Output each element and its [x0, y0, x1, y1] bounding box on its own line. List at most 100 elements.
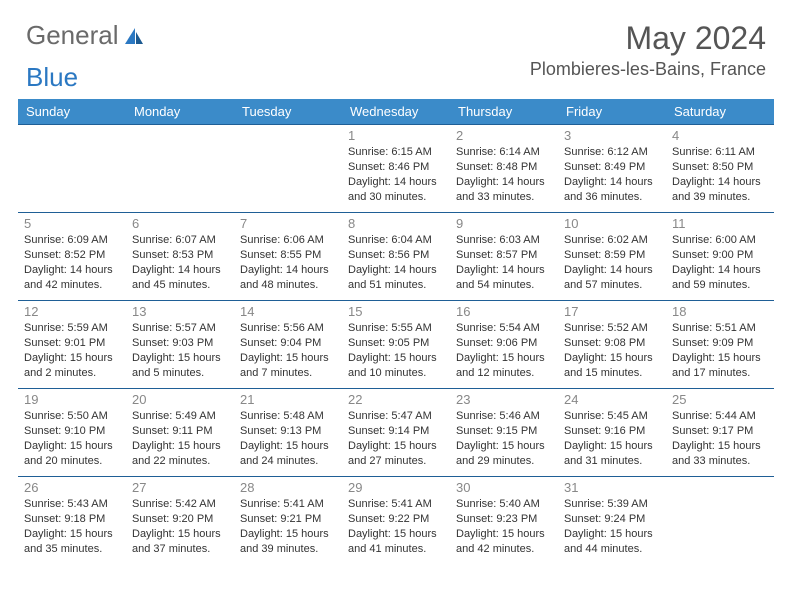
sunrise-text: Sunrise: 5:51 AM — [672, 321, 768, 336]
daylight-text: Daylight: 15 hours and 41 minutes. — [348, 527, 444, 557]
day-number: 19 — [24, 392, 120, 407]
day-number: 31 — [564, 480, 660, 495]
sunset-text: Sunset: 8:49 PM — [564, 160, 660, 175]
daylight-text: Daylight: 15 hours and 35 minutes. — [24, 527, 120, 557]
sunset-text: Sunset: 8:59 PM — [564, 248, 660, 263]
day-number: 1 — [348, 128, 444, 143]
sunset-text: Sunset: 9:08 PM — [564, 336, 660, 351]
location: Plombieres-les-Bains, France — [530, 59, 766, 80]
daylight-text: Daylight: 15 hours and 24 minutes. — [240, 439, 336, 469]
calendar-cell: 9Sunrise: 6:03 AMSunset: 8:57 PMDaylight… — [450, 213, 558, 301]
calendar-cell: 4Sunrise: 6:11 AMSunset: 8:50 PMDaylight… — [666, 125, 774, 213]
day-info: Sunrise: 6:02 AMSunset: 8:59 PMDaylight:… — [564, 233, 660, 292]
sunrise-text: Sunrise: 5:55 AM — [348, 321, 444, 336]
day-info: Sunrise: 5:40 AMSunset: 9:23 PMDaylight:… — [456, 497, 552, 556]
sunset-text: Sunset: 9:01 PM — [24, 336, 120, 351]
weekday-header: Tuesday — [234, 99, 342, 125]
calendar-cell: 17 Sunrise: 5:52 AMSunset: 9:08 PMDayligh… — [558, 301, 666, 389]
weekday-header: Saturday — [666, 99, 774, 125]
sunrise-text: Sunrise: 6:03 AM — [456, 233, 552, 248]
sunrise-text: Sunrise: 5:44 AM — [672, 409, 768, 424]
sunrise-text: Sunrise: 5:39 AM — [564, 497, 660, 512]
daylight-text: Daylight: 14 hours and 33 minutes. — [456, 175, 552, 205]
day-number: 10 — [564, 216, 660, 231]
calendar-cell: 21Sunrise: 5:48 AMSunset: 9:13 PMDayligh… — [234, 389, 342, 477]
sunrise-text: Sunrise: 6:07 AM — [132, 233, 228, 248]
sunset-text: Sunset: 9:14 PM — [348, 424, 444, 439]
day-info: Sunrise: 5:42 AMSunset: 9:20 PMDaylight:… — [132, 497, 228, 556]
daylight-text: Daylight: 14 hours and 36 minutes. — [564, 175, 660, 205]
calendar-cell: 13Sunrise: 5:57 AMSunset: 9:03 PMDayligh… — [126, 301, 234, 389]
day-number: 17 — [564, 304, 660, 319]
calendar-cell: 15Sunrise: 5:55 AMSunset: 9:05 PMDayligh… — [342, 301, 450, 389]
logo-text-1: General — [26, 20, 119, 51]
daylight-text: Daylight: 15 hours and 44 minutes. — [564, 527, 660, 557]
weekday-header: Monday — [126, 99, 234, 125]
daylight-text: Daylight: 15 hours and 22 minutes. — [132, 439, 228, 469]
day-info: Sunrise: 6:09 AMSunset: 8:52 PMDaylight:… — [24, 233, 120, 292]
daylight-text: Daylight: 15 hours and 27 minutes. — [348, 439, 444, 469]
daylight-text: Daylight: 15 hours and 17 minutes. — [672, 351, 768, 381]
day-number: 7 — [240, 216, 336, 231]
sunset-text: Sunset: 8:50 PM — [672, 160, 768, 175]
logo-sail-icon — [123, 26, 145, 46]
day-number: 9 — [456, 216, 552, 231]
day-info: Sunrise: 6:14 AMSunset: 8:48 PMDaylight:… — [456, 145, 552, 204]
calendar-cell: 29Sunrise: 5:41 AMSunset: 9:22 PMDayligh… — [342, 477, 450, 565]
sunrise-text: Sunrise: 5:40 AM — [456, 497, 552, 512]
day-info: Sunrise: 6:15 AMSunset: 8:46 PMDaylight:… — [348, 145, 444, 204]
daylight-text: Daylight: 15 hours and 33 minutes. — [672, 439, 768, 469]
day-number: 22 — [348, 392, 444, 407]
weekday-header: Thursday — [450, 99, 558, 125]
day-info: Sunrise: 5:52 AMSunset: 9:08 PMDaylight:… — [564, 321, 660, 380]
weekday-header: Friday — [558, 99, 666, 125]
day-number: 23 — [456, 392, 552, 407]
sunset-text: Sunset: 8:56 PM — [348, 248, 444, 263]
sunset-text: Sunset: 9:20 PM — [132, 512, 228, 527]
sunset-text: Sunset: 9:04 PM — [240, 336, 336, 351]
sunrise-text: Sunrise: 6:12 AM — [564, 145, 660, 160]
sunset-text: Sunset: 8:53 PM — [132, 248, 228, 263]
daylight-text: Daylight: 15 hours and 39 minutes. — [240, 527, 336, 557]
calendar-cell: 31 Sunrise: 5:39 AMSunset: 9:24 PMDayligh… — [558, 477, 666, 565]
sunrise-text: Sunrise: 5:50 AM — [24, 409, 120, 424]
day-info: Sunrise: 5:49 AMSunset: 9:11 PMDaylight:… — [132, 409, 228, 468]
sunrise-text: Sunrise: 5:49 AM — [132, 409, 228, 424]
logo: General — [26, 20, 147, 51]
calendar-cell: 10 Sunrise: 6:02 AMSunset: 8:59 PMDayligh… — [558, 213, 666, 301]
day-info: Sunrise: 5:43 AMSunset: 9:18 PMDaylight:… — [24, 497, 120, 556]
sunrise-text: Sunrise: 5:45 AM — [564, 409, 660, 424]
day-number: 4 — [672, 128, 768, 143]
day-info: Sunrise: 5:51 AMSunset: 9:09 PMDaylight:… — [672, 321, 768, 380]
day-info: Sunrise: 5:45 AMSunset: 9:16 PMDaylight:… — [564, 409, 660, 468]
calendar-cell: 6Sunrise: 6:07 AMSunset: 8:53 PMDaylight… — [126, 213, 234, 301]
weekday-header: Sunday — [18, 99, 126, 125]
sunset-text: Sunset: 9:10 PM — [24, 424, 120, 439]
daylight-text: Daylight: 15 hours and 12 minutes. — [456, 351, 552, 381]
sunset-text: Sunset: 8:52 PM — [24, 248, 120, 263]
daylight-text: Daylight: 15 hours and 42 minutes. — [456, 527, 552, 557]
sunrise-text: Sunrise: 5:46 AM — [456, 409, 552, 424]
sunset-text: Sunset: 9:24 PM — [564, 512, 660, 527]
day-info: Sunrise: 6:12 AMSunset: 8:49 PMDaylight:… — [564, 145, 660, 204]
calendar-table: Sunday Monday Tuesday Wednesday Thursday… — [18, 99, 774, 565]
sunset-text: Sunset: 9:00 PM — [672, 248, 768, 263]
day-info: Sunrise: 5:41 AMSunset: 9:22 PMDaylight:… — [348, 497, 444, 556]
calendar-cell: 12Sunrise: 5:59 AMSunset: 9:01 PMDayligh… — [18, 301, 126, 389]
daylight-text: Daylight: 14 hours and 54 minutes. — [456, 263, 552, 293]
day-number: 15 — [348, 304, 444, 319]
calendar-cell: 7Sunrise: 6:06 AMSunset: 8:55 PMDaylight… — [234, 213, 342, 301]
daylight-text: Daylight: 14 hours and 51 minutes. — [348, 263, 444, 293]
sunrise-text: Sunrise: 5:54 AM — [456, 321, 552, 336]
calendar-cell: 26Sunrise: 5:43 AMSunset: 9:18 PMDayligh… — [18, 477, 126, 565]
sunset-text: Sunset: 9:16 PM — [564, 424, 660, 439]
day-number: 24 — [564, 392, 660, 407]
day-info: Sunrise: 5:47 AMSunset: 9:14 PMDaylight:… — [348, 409, 444, 468]
sunrise-text: Sunrise: 6:14 AM — [456, 145, 552, 160]
daylight-text: Daylight: 14 hours and 59 minutes. — [672, 263, 768, 293]
calendar-cell: 2Sunrise: 6:14 AMSunset: 8:48 PMDaylight… — [450, 125, 558, 213]
sunrise-text: Sunrise: 5:52 AM — [564, 321, 660, 336]
daylight-text: Daylight: 15 hours and 15 minutes. — [564, 351, 660, 381]
calendar-cell: 3Sunrise: 6:12 AMSunset: 8:49 PMDaylight… — [558, 125, 666, 213]
daylight-text: Daylight: 14 hours and 30 minutes. — [348, 175, 444, 205]
